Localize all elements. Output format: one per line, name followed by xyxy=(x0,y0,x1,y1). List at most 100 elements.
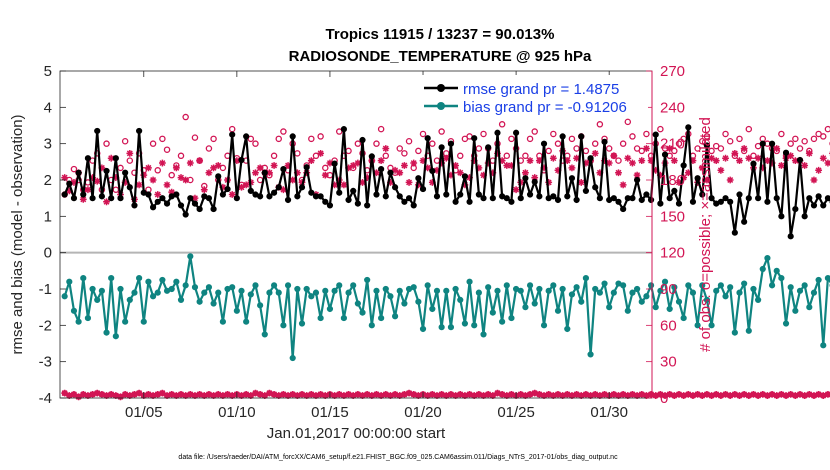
x-tick-label: 01/15 xyxy=(311,404,349,421)
bias-point xyxy=(126,296,133,303)
assimilated-count-point xyxy=(810,176,818,184)
rmse-point xyxy=(396,193,403,200)
bias-point xyxy=(773,267,780,274)
assimilated-count-point-low xyxy=(75,393,83,401)
bias-point xyxy=(177,296,185,303)
x-tick-label: 01/10 xyxy=(218,404,256,421)
rmse-series xyxy=(61,124,830,240)
assimilated-count-point xyxy=(121,179,129,186)
assimilated-count-point-low xyxy=(461,392,469,399)
possible-count-point xyxy=(121,137,129,145)
assimilated-count-point-low xyxy=(298,390,306,398)
assimilated-count-point-low xyxy=(773,392,781,399)
assimilated-count-point-low xyxy=(196,390,204,398)
assimilated-count-point-low xyxy=(172,392,180,399)
possible-count-point xyxy=(596,121,604,128)
possible-count-point xyxy=(792,135,799,143)
possible-count-point xyxy=(405,137,413,145)
bias-point xyxy=(624,307,631,314)
bias-point xyxy=(820,342,827,349)
assimilated-count-point-low xyxy=(684,390,692,398)
possible-count-point xyxy=(498,121,506,128)
rmse-point xyxy=(508,198,515,205)
assimilated-count-point xyxy=(736,157,743,165)
rmse-point xyxy=(303,164,310,171)
rmse-point xyxy=(452,198,459,205)
rmse-point xyxy=(703,142,711,149)
possible-count-point xyxy=(717,145,725,152)
assimilated-count-point xyxy=(712,157,720,165)
right-tick-label: 240 xyxy=(660,99,685,116)
bias-point xyxy=(736,289,743,296)
possible-count-point xyxy=(70,165,78,173)
rmse-point xyxy=(229,131,236,138)
rmse-point xyxy=(759,140,766,147)
assimilated-count-point xyxy=(638,157,646,165)
rmse-point xyxy=(177,202,185,209)
assimilated-count-point-low xyxy=(154,390,162,398)
assimilated-count-point xyxy=(177,174,185,181)
assimilated-count-point xyxy=(791,157,799,165)
bias-point xyxy=(103,329,110,336)
bias-point xyxy=(149,293,157,300)
assimilated-count-point xyxy=(698,164,706,172)
bias-point xyxy=(238,287,245,294)
possible-count-point xyxy=(820,133,827,140)
bias-point xyxy=(401,300,408,307)
assimilated-count-point-low xyxy=(661,392,669,399)
left-axis-ticks: -4 -3 -2 -1 0 1 2 3 4 5 xyxy=(39,63,66,407)
assimilated-count-point xyxy=(605,159,613,167)
assimilated-count-point-low xyxy=(382,390,390,398)
assimilated-count-point-low xyxy=(117,393,124,401)
rmse-point xyxy=(182,211,189,218)
assimilated-count-point-low xyxy=(70,390,78,398)
assimilated-count-point-low xyxy=(629,390,636,398)
bias-point xyxy=(578,298,585,305)
rmse-point xyxy=(494,129,501,136)
assimilated-count-point xyxy=(103,198,110,206)
rmse-point xyxy=(471,135,478,142)
plot-area-frame xyxy=(59,70,653,399)
assimilated-count-point-low xyxy=(736,392,743,399)
assimilated-count-point-low xyxy=(335,390,343,398)
assimilated-count-point-low xyxy=(210,392,217,399)
assimilated-count-point-low xyxy=(61,389,69,397)
rmse-point xyxy=(587,155,594,162)
rmse-point xyxy=(582,187,590,194)
possible-count-point xyxy=(159,135,166,143)
rmse-point xyxy=(391,184,399,191)
bias-point xyxy=(261,331,268,338)
bias-point xyxy=(727,284,734,291)
bias-point xyxy=(275,289,282,296)
assimilated-count-point xyxy=(172,164,180,172)
rmse-point xyxy=(573,196,580,204)
bias-point xyxy=(201,289,208,296)
bias-point xyxy=(634,285,641,293)
rmse-point xyxy=(815,193,822,200)
assimilated-count-point-low xyxy=(289,390,297,398)
assimilated-count-point-low xyxy=(205,390,213,398)
assimilated-count-point xyxy=(61,174,69,181)
possible-count-point xyxy=(429,140,436,147)
legend: rmse grand pr = 1.4875 bias grand pr = -… xyxy=(420,75,648,117)
bias-point xyxy=(638,298,645,305)
bias-point xyxy=(759,265,766,273)
possible-count-point xyxy=(308,135,315,143)
right-tick-label: 90 xyxy=(660,281,677,298)
assimilated-count-point-low xyxy=(582,390,590,398)
rmse-point xyxy=(768,140,776,147)
assimilated-count-point xyxy=(298,179,306,186)
assimilated-count-point-low xyxy=(79,390,87,398)
bias-point xyxy=(517,287,524,294)
assimilated-count-point-low xyxy=(810,392,818,399)
rmse-point xyxy=(643,191,650,198)
assimilated-count-point-low xyxy=(252,389,259,397)
possible-count-point xyxy=(801,137,808,145)
assimilated-count-point-low xyxy=(107,390,115,398)
rmse-point xyxy=(513,129,520,136)
assimilated-count-point xyxy=(326,159,334,167)
legend-rmse-marker xyxy=(437,84,445,92)
bias-point xyxy=(457,296,464,303)
bias-point xyxy=(480,331,487,338)
possible-count-point xyxy=(168,171,175,179)
